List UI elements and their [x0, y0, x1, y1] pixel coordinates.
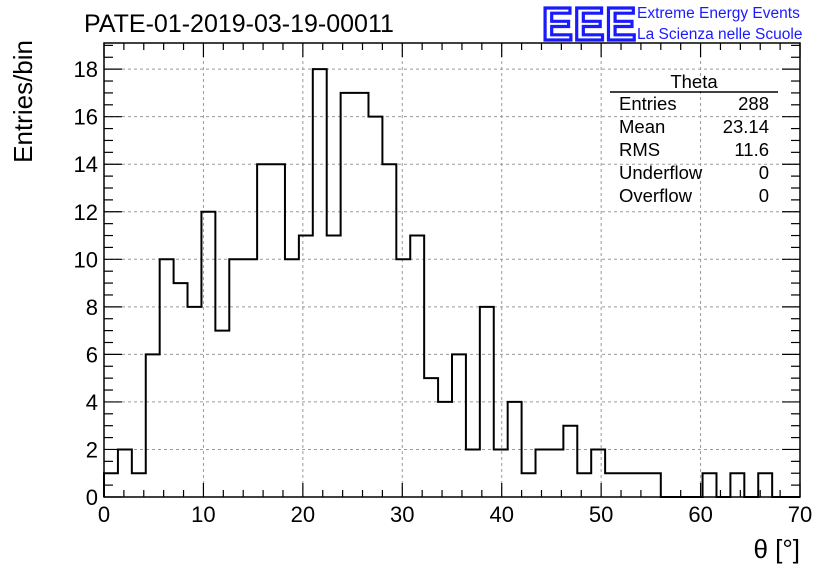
stats-value: 11.6: [734, 139, 769, 160]
chart-title: PATE-01-2019-03-19-00011: [84, 10, 394, 38]
y-tick-label: 18: [74, 57, 98, 82]
stats-label: Underflow: [619, 162, 703, 183]
x-tick-label: 20: [291, 502, 315, 527]
histogram-bin: [703, 473, 717, 497]
x-tick-label: 60: [688, 502, 712, 527]
stats-label: RMS: [619, 139, 660, 160]
x-tick-label: 50: [589, 502, 613, 527]
histogram-bin: [174, 283, 188, 497]
histogram-bin: [466, 449, 480, 497]
histogram-bin: [410, 236, 424, 497]
histogram-bin: [522, 473, 536, 497]
histogram-bin: [508, 402, 522, 497]
histogram-bin: [341, 93, 355, 497]
histogram-bin: [452, 354, 466, 497]
eee-logo-letters: EEE: [542, 0, 637, 50]
y-tick-label: 0: [86, 485, 98, 510]
y-tick-label: 16: [74, 105, 98, 130]
histogram-bin: [438, 402, 452, 497]
histogram-bin: [549, 449, 563, 497]
stats-label: Overflow: [619, 185, 693, 206]
histogram-bin: [327, 236, 341, 497]
y-tick-label: 4: [86, 390, 98, 415]
y-tick-label: 14: [74, 152, 98, 177]
x-tick-label: 0: [98, 502, 110, 527]
x-tick-label: 70: [788, 502, 812, 527]
histogram-bin: [563, 426, 577, 497]
x-tick-label: 30: [390, 502, 414, 527]
axis-ticks: 0 10 20 30 40 50 60 70 0 2 4 6 8 10 12 14 16 18: [74, 43, 812, 527]
plot-frame: [103, 42, 801, 498]
histogram-bin: [494, 449, 508, 497]
y-tick-label: 8: [86, 295, 98, 320]
x-axis-label: θ [°]: [753, 534, 800, 564]
histogram-bin: [536, 449, 550, 497]
stats-value: 23.14: [723, 116, 769, 137]
y-tick-label: 12: [74, 200, 98, 225]
histogram-bin: [396, 259, 410, 497]
logo-line-1: Extreme Energy Events: [637, 5, 800, 22]
stats-rows: Entries 288 Mean 23.14 RMS 11.6 Underflow 0 Over…: [619, 93, 769, 206]
histogram-bin: [160, 259, 174, 497]
histogram-bin: [229, 259, 243, 497]
histogram-bin: [577, 473, 591, 497]
histogram-bin: [605, 473, 619, 497]
histogram-bin: [257, 164, 271, 497]
histogram-bin: [271, 164, 285, 497]
histogram-bin: [382, 164, 396, 497]
logo-line-2: La Scienza nelle Scuole: [637, 26, 802, 43]
histogram-bars: [103, 68, 800, 498]
histogram-bin: [424, 378, 438, 497]
stats-box: Theta Entries 288 Mean 23.14 RMS 11.6 Underflo…: [610, 71, 778, 206]
histogram-bin: [480, 307, 494, 497]
histogram-bin: [215, 331, 229, 497]
stats-value: 0: [759, 185, 769, 206]
stats-label: Mean: [619, 116, 665, 137]
histogram-bin: [591, 449, 605, 497]
histogram-bin: [647, 473, 661, 497]
stats-title: Theta: [670, 71, 718, 92]
histogram-bin: [243, 259, 257, 497]
histogram-bin: [313, 69, 327, 497]
stats-label: Entries: [619, 93, 677, 114]
x-tick-label: 40: [489, 502, 513, 527]
histogram-bin: [285, 259, 299, 497]
histogram-bin: [299, 236, 313, 497]
histogram-bin: [201, 212, 215, 497]
histogram-bin: [633, 473, 647, 497]
histogram-bin: [146, 354, 160, 497]
y-tick-label: 2: [86, 437, 98, 462]
histogram-bin: [188, 307, 202, 497]
stats-value: 288: [738, 93, 769, 114]
y-tick-label: 10: [74, 247, 98, 272]
stats-value: 0: [759, 162, 769, 183]
y-tick-label: 6: [86, 342, 98, 367]
y-axis-label: Entries/bin: [8, 40, 38, 163]
histogram-bin: [118, 449, 132, 497]
x-tick-label: 10: [191, 502, 215, 527]
histogram-bin: [355, 93, 369, 497]
histogram-bin: [730, 473, 744, 497]
histogram-bin: [368, 117, 382, 497]
